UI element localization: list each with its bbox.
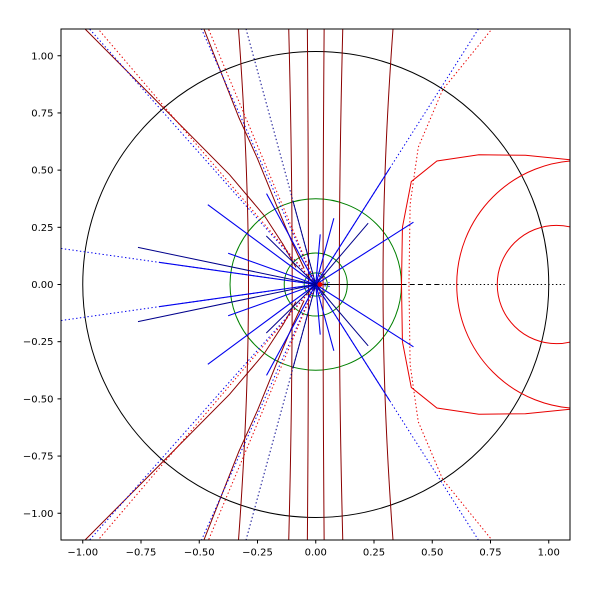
maroon-curve xyxy=(84,29,297,268)
navy-ray xyxy=(265,235,317,285)
navy-ray xyxy=(137,284,316,323)
red-level-circle xyxy=(496,224,570,345)
x-tick-label: 0.75 xyxy=(479,548,501,559)
dotted-asymptote-ray xyxy=(307,29,479,297)
blue-ray xyxy=(227,283,316,317)
x-tick-label: 1.00 xyxy=(538,548,560,559)
dotted-asymptote-ray xyxy=(207,271,322,540)
blue-ray xyxy=(227,252,316,286)
maroon-hyperbola xyxy=(322,29,325,540)
maroon-hyperbola xyxy=(288,29,293,540)
dotted-asymptote-ray xyxy=(88,29,326,296)
red-level-curve xyxy=(400,154,570,415)
y-tick-label: 1.00 xyxy=(31,51,53,62)
navy-ray xyxy=(137,246,316,285)
blue-ray xyxy=(315,218,335,285)
dotted-asymptote-ray xyxy=(245,29,320,298)
x-tick-label: −0.50 xyxy=(184,548,215,559)
x-tick-label: −0.25 xyxy=(242,548,273,559)
red-blob xyxy=(317,282,323,287)
y-tick-label: 0.75 xyxy=(31,108,53,119)
maroon-hyperbola xyxy=(306,29,309,540)
navy-ray xyxy=(315,284,369,347)
maroon-hyperbola xyxy=(238,29,249,540)
navy-ray xyxy=(265,284,317,334)
blue-ray xyxy=(315,167,391,285)
y-tick-label: 0.50 xyxy=(31,166,53,177)
blue-ray xyxy=(266,284,317,376)
navy-ray xyxy=(292,200,317,285)
y-tick-label: 0.25 xyxy=(31,223,53,234)
blue-ray xyxy=(158,261,316,286)
navy-ray xyxy=(315,222,369,285)
blue-ray xyxy=(315,234,321,285)
y-tick-label: 0.00 xyxy=(31,280,53,291)
x-tick-label: 0.00 xyxy=(305,548,327,559)
red-level-circle xyxy=(456,160,570,409)
y-tick-label: −1.00 xyxy=(23,509,54,520)
y-tick-label: −0.50 xyxy=(23,394,54,405)
maroon-curve xyxy=(84,301,297,540)
x-tick-label: −0.75 xyxy=(126,548,157,559)
maroon-curve xyxy=(203,29,305,269)
blue-ray xyxy=(315,284,414,348)
y-tick-label: −0.25 xyxy=(23,337,54,348)
x-tick-label: 0.25 xyxy=(363,548,385,559)
dotted-asymptote-ray xyxy=(245,271,320,540)
blue-ray xyxy=(315,284,321,335)
blue-ray xyxy=(158,283,316,308)
maroon-curve xyxy=(203,300,305,540)
blue-ray xyxy=(207,284,317,365)
blue-ray xyxy=(266,193,317,285)
dotted-asymptote-ray xyxy=(200,29,322,298)
dotted-asymptote-ray xyxy=(97,29,326,296)
maroon-hyperbola xyxy=(382,29,394,540)
x-tick-label: −1.00 xyxy=(67,548,98,559)
blue-ray xyxy=(315,221,414,285)
x-tick-label: 0.50 xyxy=(421,548,443,559)
dotted-asymptote-ray xyxy=(200,271,322,540)
maroon-hyperbola xyxy=(338,29,344,540)
y-tick-label: −0.75 xyxy=(23,452,54,463)
navy-ray xyxy=(292,284,317,369)
blue-ray xyxy=(207,204,317,285)
blue-ray xyxy=(315,284,391,402)
blue-ray xyxy=(315,284,335,351)
dotted-asymptote-ray xyxy=(207,29,322,298)
